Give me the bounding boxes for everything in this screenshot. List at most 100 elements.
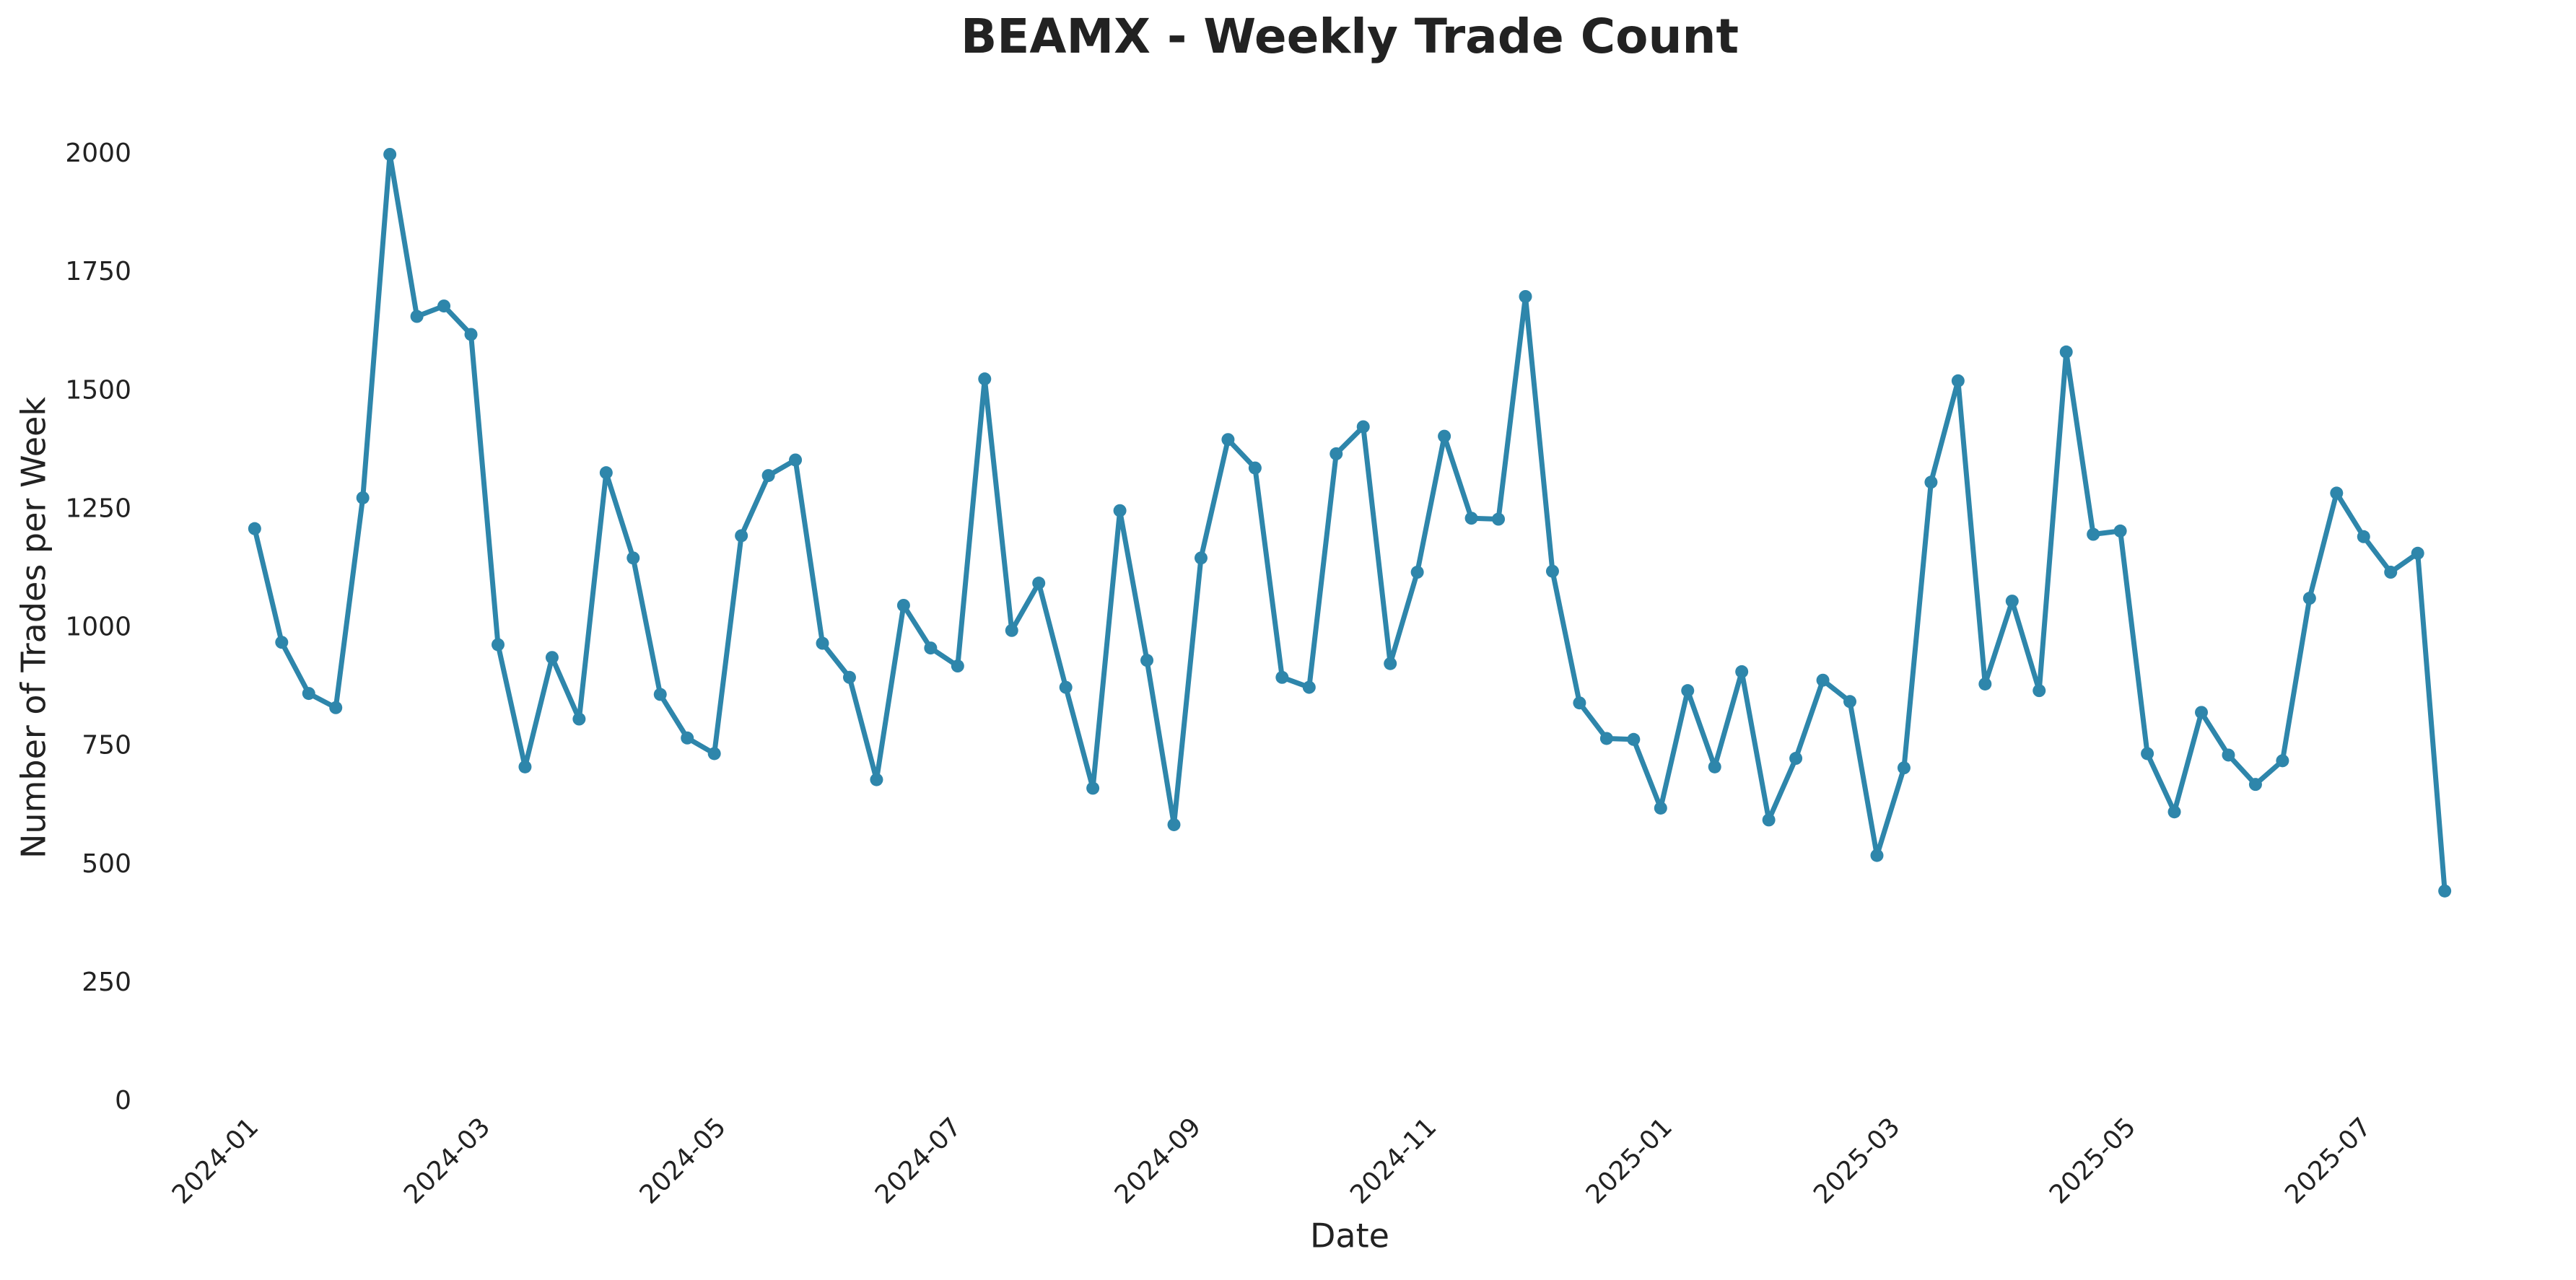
marker <box>1978 677 1992 691</box>
marker <box>2357 530 2370 543</box>
x-tick-label: 2025-07 <box>2279 1112 2377 1209</box>
y-tick-label: 1250 <box>65 494 131 523</box>
x-tick-label: 2025-03 <box>1808 1112 1905 1209</box>
y-tick-label: 750 <box>82 731 131 760</box>
marker <box>518 760 532 773</box>
y-tick-label: 250 <box>82 968 131 997</box>
x-tick-label: 2024-01 <box>167 1112 264 1209</box>
marker <box>2276 754 2289 768</box>
marker <box>2141 747 2154 760</box>
marker <box>626 551 640 565</box>
marker <box>2438 884 2452 898</box>
marker <box>2167 805 2181 819</box>
marker <box>735 529 748 543</box>
marker <box>1194 551 1208 565</box>
marker <box>1140 654 1154 667</box>
x-tick-label: 2024-03 <box>398 1112 496 1209</box>
marker <box>356 491 370 504</box>
marker <box>870 773 883 786</box>
y-tick-label: 2000 <box>65 139 131 168</box>
marker <box>653 688 667 701</box>
marker <box>1843 695 1857 709</box>
marker <box>1789 752 1803 766</box>
line <box>252 152 2448 892</box>
marker <box>1248 461 1262 475</box>
x-tick-label: 2024-07 <box>870 1112 967 1209</box>
marker <box>410 310 424 323</box>
marker <box>1464 512 1478 525</box>
marker <box>1302 680 1316 694</box>
marker <box>2087 527 2100 541</box>
y-tick-label: 1750 <box>65 257 131 286</box>
marker <box>1924 475 1938 489</box>
x-tick-label: 2025-01 <box>1581 1112 1678 1209</box>
marker <box>248 522 261 535</box>
marker <box>842 670 856 684</box>
marker <box>1654 801 1667 815</box>
marker <box>1951 374 1965 387</box>
marker <box>1519 289 1532 303</box>
marker <box>1492 512 1506 526</box>
marker <box>2033 684 2046 698</box>
marker <box>816 636 829 650</box>
marker <box>2222 748 2235 762</box>
marker <box>1330 447 1343 460</box>
marker <box>1762 813 1776 827</box>
y-tick-label: 1500 <box>65 375 131 405</box>
marker <box>1221 433 1235 447</box>
marker <box>1545 564 1559 578</box>
marker <box>1086 781 1100 795</box>
x-axis-label: Date <box>1310 1217 1389 1255</box>
marker <box>1356 420 1370 434</box>
marker <box>2302 592 2316 605</box>
marker <box>2384 566 2398 579</box>
marker <box>2248 778 2262 792</box>
marker <box>464 328 478 341</box>
marker <box>329 701 343 714</box>
marker <box>681 731 694 745</box>
marker <box>924 641 938 655</box>
marker <box>383 148 397 161</box>
marker <box>2005 595 2019 608</box>
marker <box>1384 657 1397 670</box>
marker <box>572 712 586 726</box>
marker <box>491 638 505 652</box>
marker <box>437 299 451 313</box>
marker <box>1681 684 1695 698</box>
marker <box>1708 760 1721 773</box>
marker <box>2411 546 2424 560</box>
marker <box>1438 429 1451 443</box>
x-tick-label: 2025-05 <box>2044 1112 2141 1209</box>
marker <box>2330 486 2344 500</box>
marker <box>1113 504 1127 517</box>
marker <box>1573 696 1586 710</box>
marker <box>1032 577 1046 590</box>
marker <box>545 651 559 665</box>
marker <box>761 469 775 483</box>
marker <box>1816 673 1830 687</box>
marker <box>2195 706 2209 719</box>
y-axis-label: Number of Trades per Week <box>14 397 53 859</box>
marker <box>2059 345 2073 359</box>
marker <box>707 747 721 760</box>
marker <box>1735 665 1749 678</box>
marker <box>1897 761 1911 775</box>
marker <box>275 636 289 649</box>
marker <box>599 466 613 480</box>
marker <box>1410 566 1424 579</box>
marker <box>1870 849 1884 862</box>
y-tick-label: 1000 <box>65 613 131 642</box>
marker <box>1167 817 1181 831</box>
marker <box>978 372 992 386</box>
marker <box>1059 680 1073 694</box>
marker <box>789 453 803 467</box>
marker <box>951 659 964 673</box>
chart-title: BEAMX - Weekly Trade Count <box>961 9 1739 64</box>
marker <box>302 687 315 701</box>
marker <box>1275 670 1289 684</box>
marker <box>896 598 910 612</box>
y-tick-label: 0 <box>115 1086 131 1115</box>
x-tick-label: 2024-09 <box>1109 1112 1207 1209</box>
